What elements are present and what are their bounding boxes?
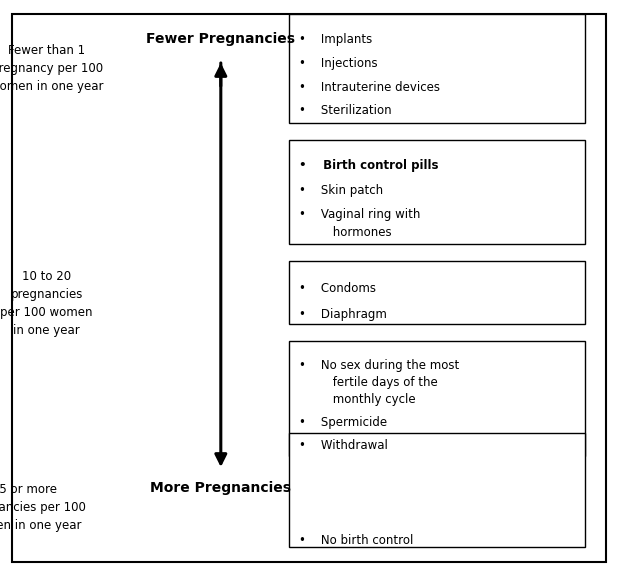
Text: •    Sterilization: • Sterilization bbox=[299, 104, 391, 117]
Text: •    No sex during the most: • No sex during the most bbox=[299, 359, 459, 372]
Text: monthly cycle: monthly cycle bbox=[299, 394, 415, 406]
Text: •    Diaphragm: • Diaphragm bbox=[299, 308, 386, 321]
FancyBboxPatch shape bbox=[289, 14, 585, 123]
Text: •    Spermicide: • Spermicide bbox=[299, 416, 387, 429]
FancyBboxPatch shape bbox=[289, 261, 585, 324]
Text: •    Injections: • Injections bbox=[299, 57, 377, 70]
Text: •    Birth control pills: • Birth control pills bbox=[299, 159, 438, 172]
Text: More Pregnancies: More Pregnancies bbox=[151, 481, 291, 495]
Text: Fewer than 1
pregnancy per 100
women in one year: Fewer than 1 pregnancy per 100 women in … bbox=[0, 44, 103, 93]
FancyBboxPatch shape bbox=[12, 14, 606, 562]
Text: •    Skin patch: • Skin patch bbox=[299, 183, 383, 197]
FancyBboxPatch shape bbox=[289, 433, 585, 547]
Text: •    Withdrawal: • Withdrawal bbox=[299, 439, 388, 452]
Text: Fewer Pregnancies: Fewer Pregnancies bbox=[146, 32, 295, 46]
Text: fertile days of the: fertile days of the bbox=[299, 376, 437, 389]
FancyBboxPatch shape bbox=[289, 140, 585, 244]
Text: 10 to 20
pregnancies
per 100 women
in one year: 10 to 20 pregnancies per 100 women in on… bbox=[1, 270, 93, 337]
FancyBboxPatch shape bbox=[289, 341, 585, 456]
Text: 85 or more
pregnancies per 100
women in one year: 85 or more pregnancies per 100 women in … bbox=[0, 482, 86, 532]
Text: •    No birth control: • No birth control bbox=[299, 534, 413, 547]
Text: •    Implants: • Implants bbox=[299, 33, 372, 46]
Text: •    Intrauterine devices: • Intrauterine devices bbox=[299, 81, 440, 93]
Text: •    Vaginal ring with: • Vaginal ring with bbox=[299, 208, 420, 221]
Text: •    Condoms: • Condoms bbox=[299, 281, 376, 295]
Text: hormones: hormones bbox=[299, 226, 391, 240]
